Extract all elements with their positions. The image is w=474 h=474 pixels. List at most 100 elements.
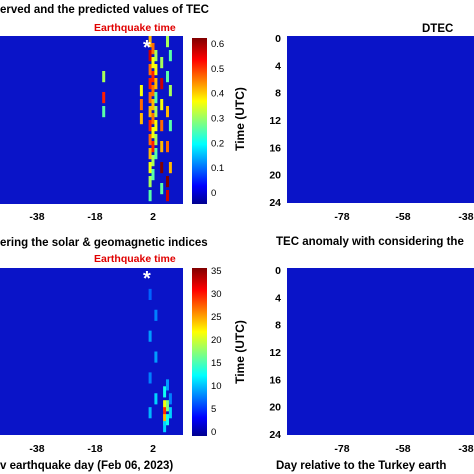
panel2-y-ticks: 0 4 8 12 16 20 24: [269, 33, 281, 209]
heatmap-cell: [168, 407, 172, 419]
heatmap-cell: [148, 330, 152, 342]
x-tick-label: -58: [395, 211, 410, 223]
heatmap-cell: [166, 36, 169, 48]
x-tick-label: -58: [395, 443, 410, 455]
heatmap-cell: [151, 141, 155, 153]
heatmap-cell: [154, 50, 158, 62]
x-tick-label: -78: [334, 443, 349, 455]
x-tick-label: 2: [150, 443, 156, 455]
panel1-x-ticks: -38 -18 2: [29, 211, 156, 223]
heatmap-cell: [168, 85, 172, 97]
panel3-x-label: v earthquake day (Feb 06, 2023): [0, 460, 173, 472]
heatmap-cell: [154, 351, 158, 363]
heatmap-cell: [148, 176, 152, 188]
heatmap-cell: [154, 393, 158, 405]
heatmap-cell: [163, 407, 167, 419]
heatmap-cell: [148, 78, 152, 90]
colorbar-tick-label: 0.3: [211, 114, 224, 125]
heatmap-cell: [151, 57, 155, 69]
heatmap-cell: [148, 120, 152, 132]
y-tick-label: 4: [275, 292, 281, 304]
colorbar-tick-label: 0: [211, 188, 216, 199]
heatmap-cell: [166, 379, 169, 391]
heatmap-cell: [166, 141, 169, 153]
colorbar-tick-label: 0.6: [211, 39, 224, 50]
heatmap-cell: [148, 162, 152, 174]
panel2-plot: [287, 36, 474, 203]
panel4-y-ticks: 0 4 8 12 16 20 24: [269, 265, 281, 441]
heatmap-cell: [151, 169, 155, 181]
heatmap-cell: [163, 421, 167, 433]
heatmap-cell: [166, 106, 169, 118]
heatmap-cell: [154, 92, 158, 104]
colorbar-tick-label: 25: [211, 312, 222, 323]
heatmap-cell: [102, 106, 106, 118]
heatmap-cell: [160, 99, 164, 111]
colorbar-tick-label: 0.1: [211, 163, 224, 174]
heatmap-cell: [166, 400, 169, 412]
panel4-plot: [287, 268, 474, 435]
colorbar-tick-label: 30: [211, 289, 222, 300]
heatmap-cell: [148, 50, 152, 62]
heatmap-cell: [148, 134, 152, 146]
heatmap-cell: [154, 78, 158, 90]
heatmap-cell: [102, 71, 106, 83]
panel1-colorbar-ticks: 0 0.1 0.2 0.3 0.4 0.5 0.6: [211, 39, 224, 199]
panel3-colorbar: [192, 268, 207, 436]
y-tick-label: 16: [269, 142, 281, 154]
heatmap-cell: [148, 190, 152, 202]
panel4-x-label: Day relative to the Turkey earth: [276, 460, 446, 472]
heatmap-cell: [148, 36, 152, 48]
y-tick-label: 4: [275, 60, 281, 72]
heatmap-cell: [160, 141, 164, 153]
panel2-title: DTEC: [422, 23, 453, 35]
heatmap-cell: [148, 372, 152, 384]
heatmap-cell: [160, 78, 164, 90]
heatmap-cell: [151, 43, 155, 55]
y-tick-label: 16: [269, 374, 281, 386]
heatmap-cell: [102, 92, 106, 104]
y-tick-label: 12: [269, 347, 281, 359]
heatmap-cell: [154, 64, 158, 76]
colorbar-tick-label: 0.4: [211, 89, 224, 100]
panel3-annotation: Earthquake time: [94, 253, 176, 265]
heatmap-cell: [139, 85, 143, 97]
y-tick-label: 8: [275, 320, 281, 332]
y-tick-label: 0: [275, 265, 281, 277]
panel3-x-ticks: -38 -18 2: [29, 443, 156, 455]
heatmap-cell: [160, 120, 164, 132]
heatmap-cell: [148, 288, 152, 301]
panel3-plot: [0, 268, 183, 435]
heatmap-cell: [148, 407, 152, 419]
heatmap-cell: [139, 113, 143, 125]
heatmap-cell: [148, 106, 152, 118]
x-tick-label: -18: [87, 443, 102, 455]
panel4-y-label: Time (UTC): [233, 320, 247, 384]
heatmap-cell: [168, 50, 172, 62]
heatmap-cell: [148, 148, 152, 160]
panel4-title: TEC anomaly with considering the: [276, 236, 464, 248]
panel1-annotation: Earthquake time: [94, 22, 176, 34]
colorbar-tick-label: 0.5: [211, 64, 224, 75]
heatmap-cell: [163, 400, 167, 412]
y-tick-label: 12: [269, 115, 281, 127]
heatmap-cell: [154, 134, 158, 146]
panel1-earthquake-marker: *: [143, 37, 151, 59]
heatmap-cell: [166, 414, 169, 426]
colorbar-tick-label: 35: [211, 266, 222, 277]
x-tick-label: -18: [87, 211, 102, 223]
heatmap-cell: [160, 57, 164, 69]
colorbar-tick-label: 0: [211, 427, 216, 438]
panel3-colorbar-ticks: 0 5 10 15 20 25 30 35: [211, 266, 222, 438]
y-tick-label: 20: [269, 402, 281, 414]
panel3-cells: [148, 288, 172, 433]
heatmap-cell: [160, 162, 164, 174]
colorbar-tick-label: 20: [211, 335, 222, 346]
x-tick-label: -38: [458, 443, 473, 455]
heatmap-cell: [151, 113, 155, 125]
colorbar-tick-label: 15: [211, 358, 222, 369]
heatmap-cell: [168, 120, 172, 132]
heatmap-cell: [168, 162, 172, 174]
heatmap-cell: [166, 71, 169, 83]
